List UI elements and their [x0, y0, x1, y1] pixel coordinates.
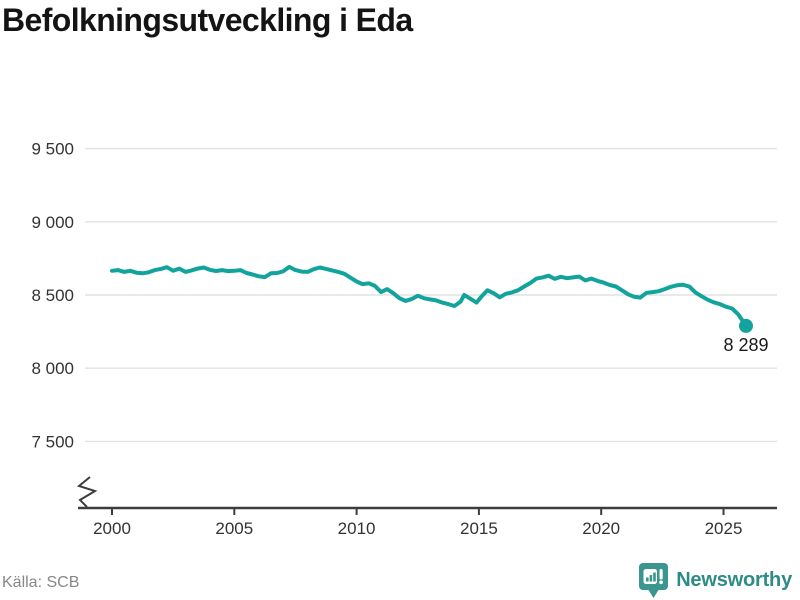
- newsworthy-logo[interactable]: Newsworthy: [638, 562, 792, 599]
- population-line: [110, 264, 748, 328]
- y-tick-label: 8 000: [31, 359, 74, 378]
- endpoint-dot: [739, 318, 754, 333]
- x-tick-label: 2010: [338, 519, 376, 538]
- y-tick-label: 9 000: [31, 213, 74, 232]
- y-tick-label: 7 500: [31, 432, 74, 451]
- newsworthy-icon: [639, 563, 669, 598]
- y-tick-label: 9 500: [31, 140, 74, 159]
- x-tick-label: 2015: [460, 519, 498, 538]
- axis-break-icon: [76, 476, 98, 508]
- newsworthy-wordmark: Newsworthy: [676, 569, 792, 591]
- y-tick-label: 8 500: [31, 286, 74, 305]
- x-tick-label: 2025: [705, 519, 743, 538]
- x-tick-label: 2000: [93, 519, 131, 538]
- x-tick-label: 2005: [215, 519, 253, 538]
- x-tick-label: 2020: [582, 519, 620, 538]
- source-caption: Källa: SCB: [2, 574, 80, 591]
- endpoint-value-label: 8 289: [723, 335, 768, 355]
- chart-title: Befolkningsutveckling i Eda: [2, 2, 413, 38]
